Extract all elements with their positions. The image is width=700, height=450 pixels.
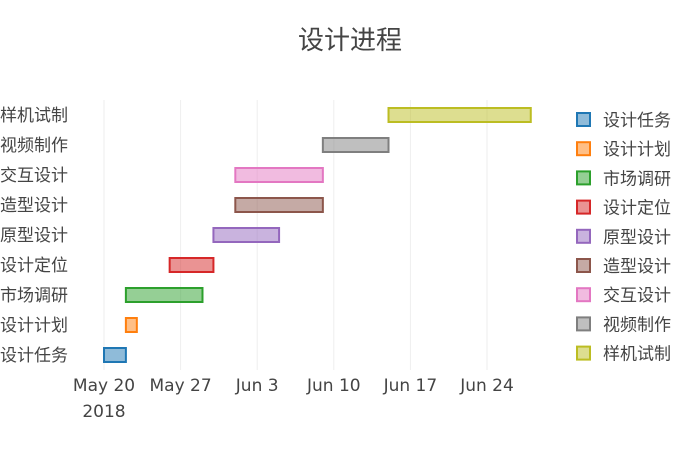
y-axis-tick-labels: 设计任务 设计计划 市场调研 设计定位 原型设计 造型设计 交互设计 视频制作 样机试制 [0, 106, 68, 366]
legend-swatch [576, 228, 591, 244]
chart-title: 设计进程 [298, 26, 402, 56]
y-tick-label: 原型设计 [0, 226, 68, 246]
task-bar[interactable] [168, 257, 215, 273]
legend-item[interactable]: 样机试制 [576, 345, 671, 365]
task-bar[interactable] [103, 347, 127, 363]
legend-item[interactable]: 设计任务 [576, 111, 671, 131]
grid-lines [103, 100, 488, 370]
legend-item[interactable]: 原型设计 [576, 228, 671, 248]
legend-label: 市场调研 [603, 169, 671, 189]
legend-swatch [576, 112, 591, 127]
y-tick-label: 市场调研 [0, 286, 68, 306]
legend-label: 设计任务 [603, 111, 671, 131]
legend-label: 交互设计 [603, 286, 671, 306]
legend-swatch [576, 141, 591, 157]
task-bar[interactable] [124, 287, 204, 303]
legend-item[interactable]: 设计计划 [576, 140, 671, 160]
legend-swatch [576, 287, 591, 303]
legend-label: 视频制作 [603, 315, 671, 335]
y-tick-label: 交互设计 [0, 166, 68, 186]
legend-item[interactable]: 视频制作 [576, 315, 671, 335]
y-tick-label: 造型设计 [0, 196, 68, 216]
legend-swatch [576, 170, 591, 186]
legend-swatch [576, 345, 591, 361]
legend-swatch [576, 258, 591, 273]
task-bar[interactable] [234, 197, 324, 213]
y-tick-label: 设计定位 [0, 256, 68, 276]
y-tick-label: 视频制作 [0, 136, 68, 156]
y-tick-label: 设计计划 [0, 316, 68, 336]
legend-item[interactable]: 市场调研 [576, 169, 671, 189]
y-tick-label: 设计任务 [0, 346, 68, 366]
x-axis-tick-labels: May 20 May 27 Jun 3 Jun 10 Jun 17 Jun 24 [73, 376, 514, 396]
legend-item[interactable]: 交互设计 [576, 286, 671, 306]
x-tick-label: Jun 17 [383, 376, 438, 396]
task-bar[interactable] [212, 227, 281, 243]
legend-label: 设计计划 [603, 140, 671, 160]
x-tick-label: Jun 24 [459, 376, 514, 396]
legend-label: 原型设计 [603, 228, 671, 248]
x-axis-year-label: 2018 [82, 402, 125, 422]
task-bar[interactable] [124, 317, 138, 333]
x-tick-label: May 20 [73, 376, 135, 396]
task-bar[interactable] [387, 107, 532, 123]
task-bar[interactable] [234, 167, 324, 183]
task-bars [103, 107, 532, 363]
legend-label: 样机试制 [603, 345, 671, 365]
legend-swatch [576, 316, 591, 332]
legend-label: 设计定位 [603, 199, 671, 219]
x-tick-label: Jun 3 [235, 376, 279, 396]
x-tick-label: Jun 10 [306, 376, 361, 396]
x-tick-label: May 27 [150, 376, 212, 396]
legend-label: 造型设计 [603, 257, 671, 277]
y-tick-label: 样机试制 [0, 106, 68, 126]
legend-item[interactable]: 设计定位 [576, 199, 671, 219]
legend-item[interactable]: 造型设计 [576, 257, 671, 277]
task-bar[interactable] [321, 137, 390, 153]
legend-swatch [576, 199, 591, 215]
